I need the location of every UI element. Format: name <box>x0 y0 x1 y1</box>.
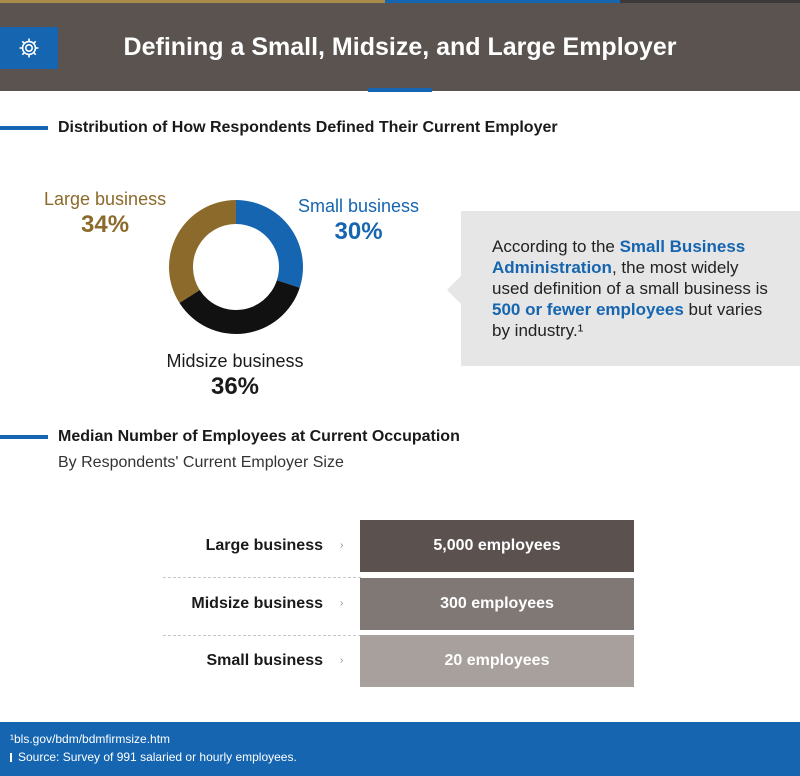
callout-highlight-sba: Small Business Administration <box>492 237 746 277</box>
stripe-segment-blue <box>385 0 620 3</box>
donut-slice-large <box>169 200 236 303</box>
source-marker <box>10 753 12 763</box>
stripe-segment-gold <box>0 0 385 3</box>
donut-label-large-value: 34% <box>81 211 130 238</box>
page-header: Defining a Small, Midsize, and Large Emp… <box>0 3 800 91</box>
donut-label-large: Large business 34% <box>44 189 166 239</box>
section1-rule <box>0 126 48 130</box>
bar-divider <box>163 577 361 578</box>
section2-title: Median Number of Employees at Current Oc… <box>58 428 460 445</box>
donut-label-midsize: Midsize business 36% <box>160 351 310 401</box>
donut-label-small-value: 30% <box>334 218 383 245</box>
callout-text-mid: , the most widely used definition of a s… <box>492 258 768 298</box>
callout-text-pre: According to the <box>492 237 620 256</box>
stripe-segment-dark <box>620 0 800 3</box>
gear-icon <box>19 38 39 58</box>
section1-title: Distribution of How Respondents Defined … <box>58 119 558 136</box>
bar-row-small: Small business › 20 employees <box>160 633 634 689</box>
bar-large: 5,000 employees <box>360 520 634 572</box>
sba-callout: According to the Small Business Administ… <box>461 211 800 366</box>
chevron-right-icon: › <box>340 598 344 609</box>
page-footer: ¹bls.gov/bdm/bdmfirmsize.htm Source: Sur… <box>0 722 800 776</box>
bar-row-large: Large business › 5,000 employees <box>160 518 634 574</box>
bar-label-midsize: Midsize business <box>191 595 323 612</box>
donut-slice-small <box>236 200 304 288</box>
donut-slice-midsize <box>179 280 300 334</box>
section2-rule <box>0 435 48 439</box>
source-line: Source: Survey of 991 salaried or hourly… <box>10 748 800 766</box>
top-color-stripe <box>0 0 800 3</box>
bar-midsize: 300 employees <box>360 578 634 630</box>
bar-label-small: Small business <box>206 652 324 669</box>
bar-divider <box>163 635 361 636</box>
header-accent-bar <box>368 88 432 92</box>
footnote: ¹bls.gov/bdm/bdmfirmsize.htm <box>10 732 171 746</box>
header-icon-box <box>0 27 58 69</box>
section2-subtitle: By Respondents' Current Employer Size <box>58 454 344 471</box>
bar-small: 20 employees <box>360 635 634 687</box>
donut-label-small-name: Small business <box>298 196 420 216</box>
callout-pointer <box>447 276 461 304</box>
callout-text-post: but varies by industry.¹ <box>492 300 763 340</box>
donut-label-midsize-value: 36% <box>210 373 260 400</box>
source-text: Source: Survey of 991 salaried or hourly… <box>18 750 297 764</box>
donut-label-large-name: Large business <box>44 189 167 209</box>
chevron-right-icon: › <box>340 655 344 666</box>
bar-label-large: Large business <box>205 537 323 554</box>
bar-row-midsize: Midsize business › 300 employees <box>160 576 634 632</box>
donut-label-midsize-name: Midsize business <box>166 351 304 371</box>
page-title: Defining a Small, Midsize, and Large Emp… <box>123 33 677 61</box>
donut-label-small: Small business 30% <box>298 196 419 246</box>
callout-highlight-threshold: 500 or fewer employees <box>492 300 684 319</box>
chevron-right-icon: › <box>340 540 344 551</box>
